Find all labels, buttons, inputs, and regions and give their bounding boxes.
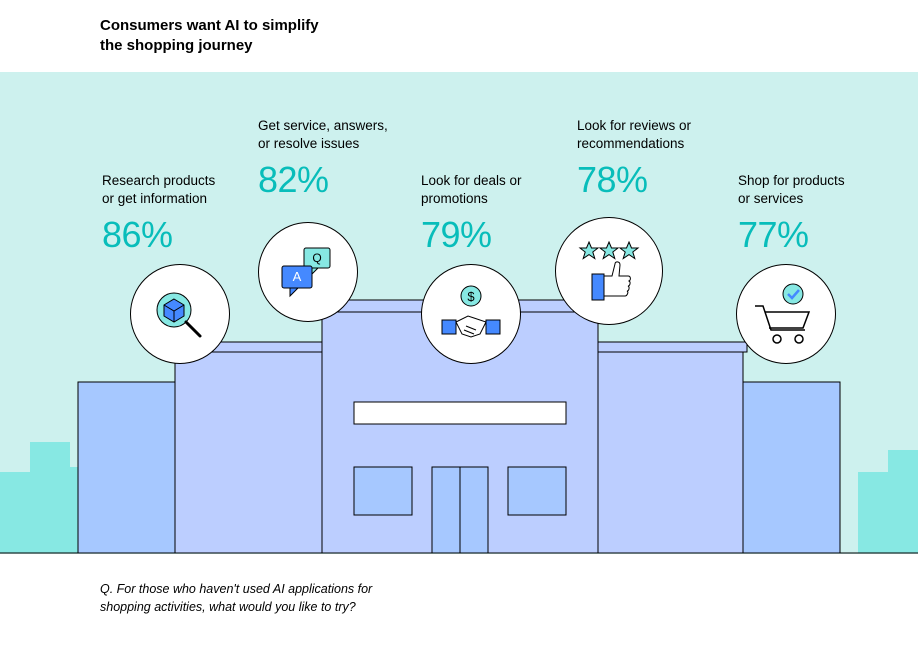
reviews-icon [555,217,663,325]
title-line-2: the shopping journey [100,37,253,54]
stat-label: Shop for productsor services [738,172,898,208]
infographic-panel: Research productsor get information 86% … [0,72,918,554]
stat-block-3: Look for reviews orrecommendations 78% [577,117,737,201]
stat-block-1: Get service, answers,or resolve issues 8… [258,117,418,201]
research-icon [130,264,230,364]
stat-percentage: 77% [738,214,898,256]
svg-text:$: $ [467,289,475,304]
qa-icon: Q A [258,222,358,322]
svg-text:Q: Q [312,251,321,265]
stat-percentage: 86% [102,214,262,256]
cart-icon [736,264,836,364]
deals-icon: $ [421,264,521,364]
stat-block-4: Shop for productsor services 77% [738,172,898,256]
stat-label: Look for deals orpromotions [421,172,581,208]
question-line-2: shopping activities, what would you like… [100,600,356,614]
question-line-1: Q. For those who haven't used AI applica… [100,582,372,596]
stat-block-0: Research productsor get information 86% [102,172,262,256]
stat-block-2: Look for deals orpromotions 79% [421,172,581,256]
title-line-1: Consumers want AI to simplify [100,17,319,34]
stat-percentage: 78% [577,159,737,201]
stat-percentage: 79% [421,214,581,256]
survey-question: Q. For those who haven't used AI applica… [100,580,372,616]
stat-label: Research productsor get information [102,172,262,208]
infographic-title: Consumers want AI to simplify the shoppi… [0,0,918,57]
svg-text:A: A [293,269,302,284]
stat-label: Look for reviews orrecommendations [577,117,737,153]
stat-percentage: 82% [258,159,418,201]
stat-label: Get service, answers,or resolve issues [258,117,418,153]
